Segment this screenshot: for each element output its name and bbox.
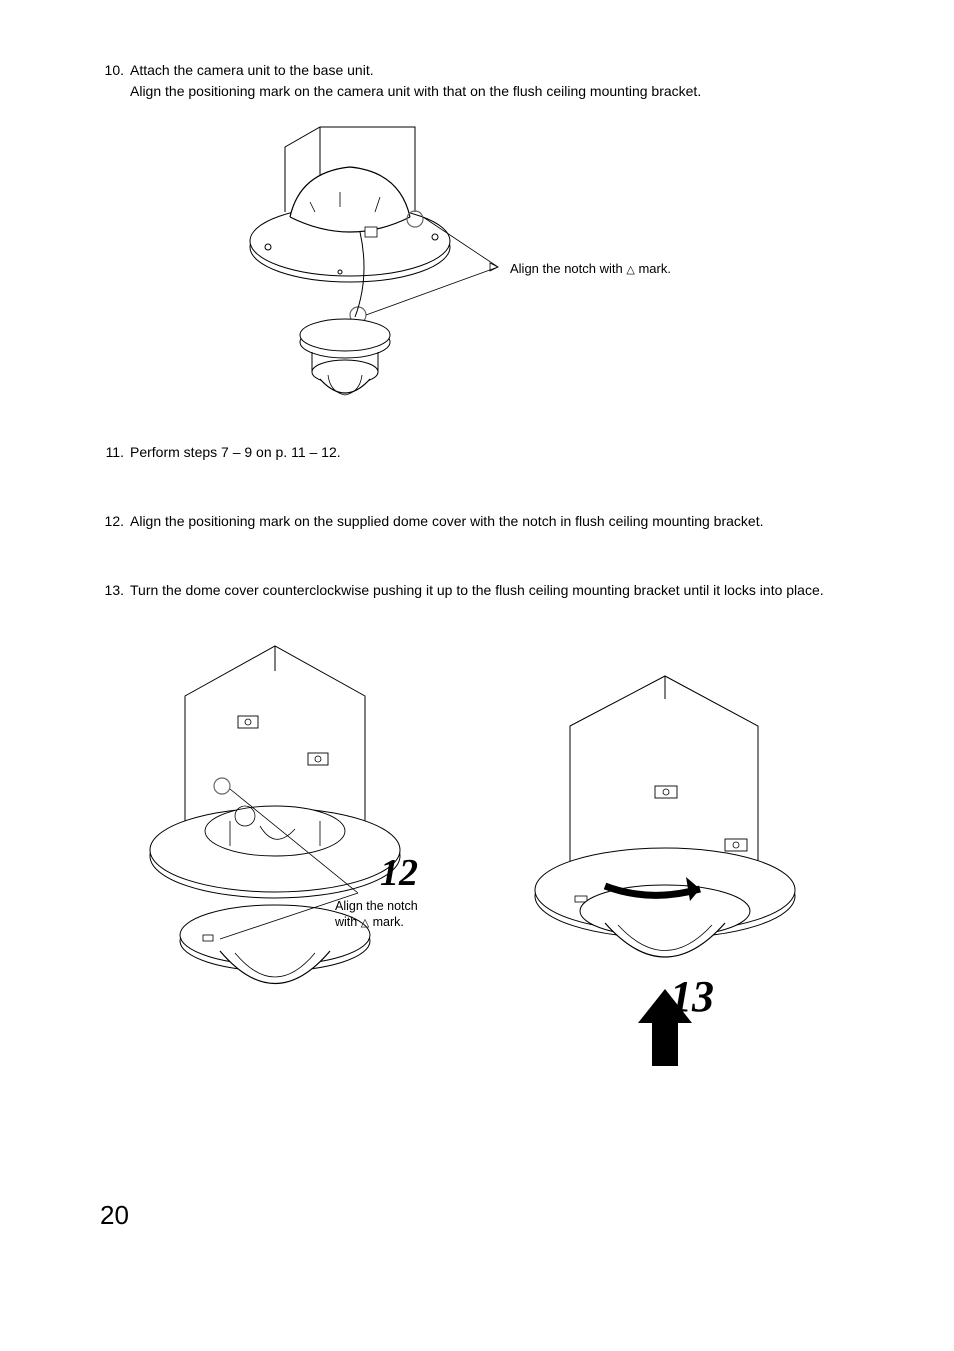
dome-cover-align-diagram [130, 641, 430, 1021]
callout-12-line2-prefix: with [335, 915, 361, 929]
figure-step-10: Align the notch with △ mark. [100, 117, 854, 417]
page-number: 20 [100, 1200, 129, 1231]
callout-top-prefix: Align the notch with [510, 261, 626, 276]
step-12-number: 12. [100, 511, 130, 532]
triangle-icon: △ [626, 263, 634, 276]
triangle-icon: △ [361, 916, 369, 930]
step-11: 11. Perform steps 7 – 9 on p. 11 – 12. [100, 442, 854, 463]
step-12: 12. Align the positioning mark on the su… [100, 511, 854, 532]
step-10: 10. Attach the camera unit to the base u… [100, 60, 854, 102]
callout-align-notch-12: Align the notch with △ mark. [335, 898, 418, 931]
figure-label-13: 13 [670, 971, 714, 1022]
step-10-text: Attach the camera unit to the base unit.… [130, 60, 854, 102]
step-11-number: 11. [100, 442, 130, 463]
camera-assembly-diagram [240, 117, 500, 417]
step-10-line2: Align the positioning mark on the camera… [130, 83, 701, 99]
step-11-text: Perform steps 7 – 9 on p. 11 – 12. [130, 442, 854, 463]
step-10-line1: Attach the camera unit to the base unit. [130, 62, 374, 78]
step-12-text: Align the positioning mark on the suppli… [130, 511, 854, 532]
step-13: 13. Turn the dome cover counterclockwise… [100, 580, 854, 601]
dome-cover-lock-diagram [500, 671, 820, 1071]
callout-12-line1: Align the notch [335, 899, 418, 913]
figure-label-12: 12 [380, 851, 418, 895]
callout-top-suffix: mark. [635, 261, 671, 276]
callout-12-line2-suffix: mark. [369, 915, 404, 929]
callout-align-notch-top: Align the notch with △ mark. [510, 261, 671, 276]
step-13-number: 13. [100, 580, 130, 601]
step-13-text: Turn the dome cover counterclockwise pus… [130, 580, 854, 601]
figures-12-13: 12 Align the notch with △ mark. 13 [100, 641, 854, 1061]
step-10-number: 10. [100, 60, 130, 102]
